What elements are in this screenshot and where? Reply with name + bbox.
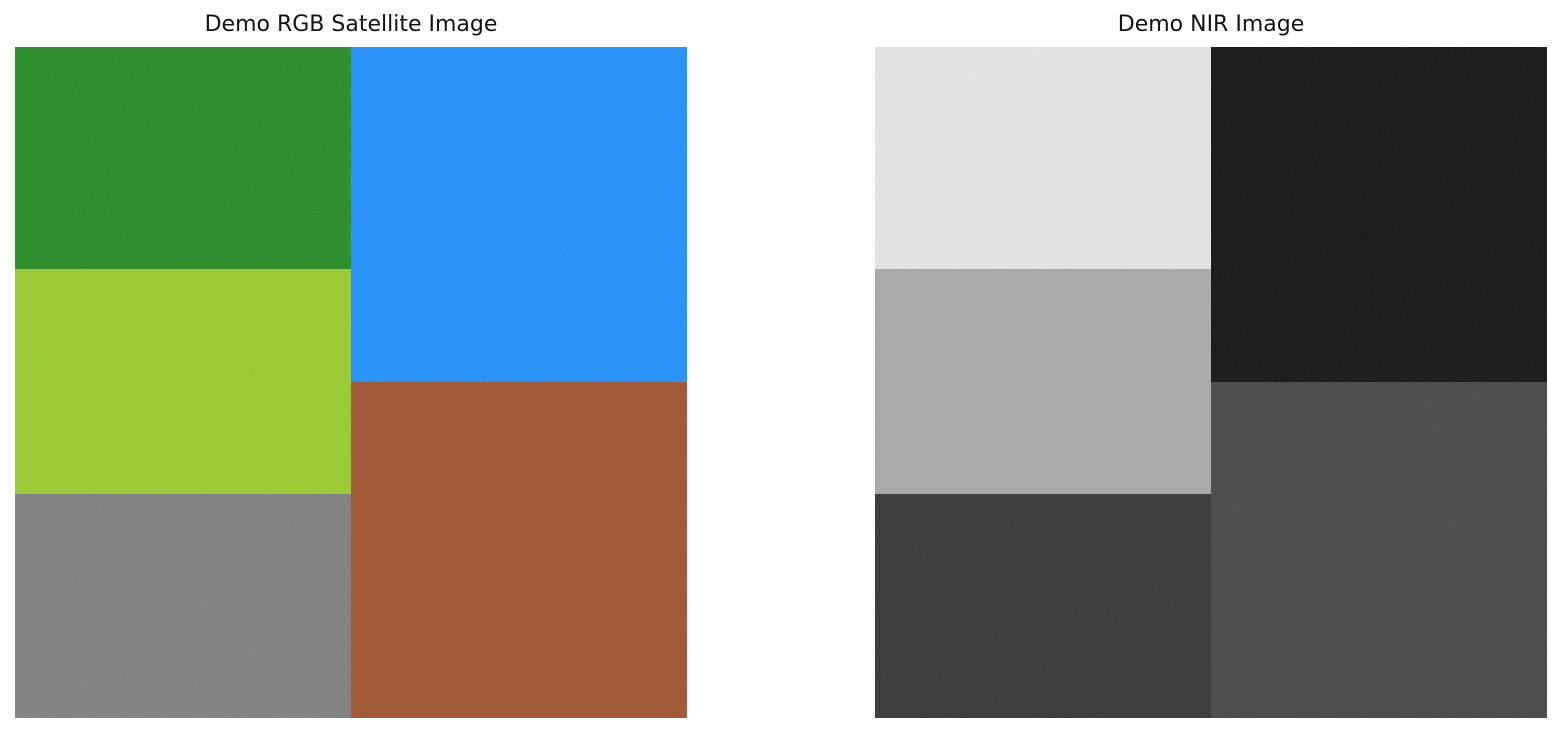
rgb-region-light-vegetation <box>15 269 351 494</box>
rgb-satellite-image <box>15 47 687 718</box>
nir-region-urban <box>875 494 1211 718</box>
rgb-region-bare-soil <box>351 382 687 718</box>
rgb-region-water <box>351 47 687 382</box>
nir-image <box>875 47 1547 718</box>
nir-region-bare-soil <box>1211 382 1547 718</box>
rgb-region-urban <box>15 494 351 718</box>
nir-region-vegetation <box>875 47 1211 269</box>
nir-image-title: Demo NIR Image <box>875 10 1547 40</box>
nir-region-water <box>1211 47 1547 382</box>
rgb-region-vegetation <box>15 47 351 269</box>
nir-region-light-vegetation <box>875 269 1211 494</box>
rgb-image-title: Demo RGB Satellite Image <box>15 10 687 40</box>
